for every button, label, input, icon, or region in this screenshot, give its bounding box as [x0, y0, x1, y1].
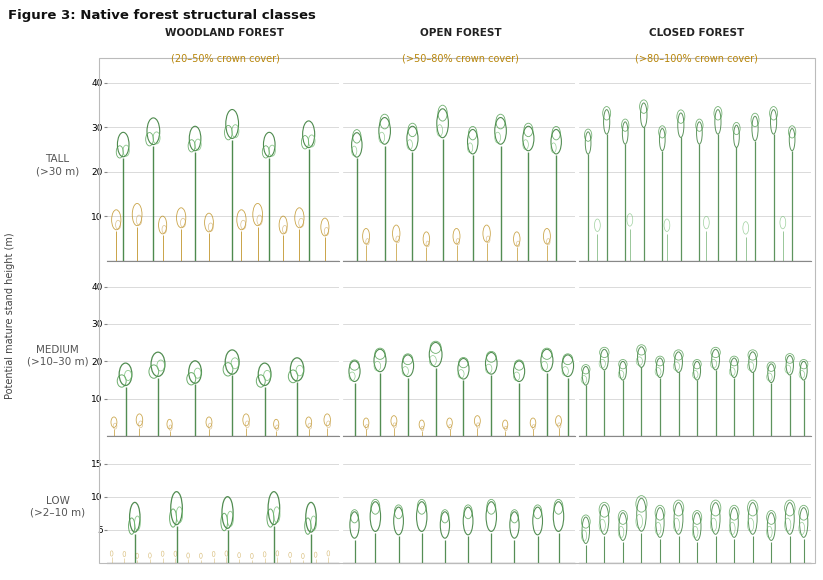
Text: CLOSED FOREST: CLOSED FOREST — [649, 28, 745, 38]
Text: TALL
(>30 m): TALL (>30 m) — [36, 154, 79, 176]
Text: (20–50% crown cover): (20–50% crown cover) — [170, 54, 279, 64]
Text: LOW
(>2–10 m): LOW (>2–10 m) — [30, 496, 85, 517]
Text: Potential mature stand height (m): Potential mature stand height (m) — [5, 233, 15, 400]
Text: (>80–100% crown cover): (>80–100% crown cover) — [635, 54, 758, 64]
Text: OPEN FOREST: OPEN FOREST — [420, 28, 502, 38]
Text: MEDIUM
(>10–30 m): MEDIUM (>10–30 m) — [27, 345, 88, 367]
Text: (>50–80% crown cover): (>50–80% crown cover) — [402, 54, 519, 64]
Text: Figure 3: Native forest structural classes: Figure 3: Native forest structural class… — [8, 9, 316, 21]
Text: WOODLAND FOREST: WOODLAND FOREST — [165, 28, 285, 38]
